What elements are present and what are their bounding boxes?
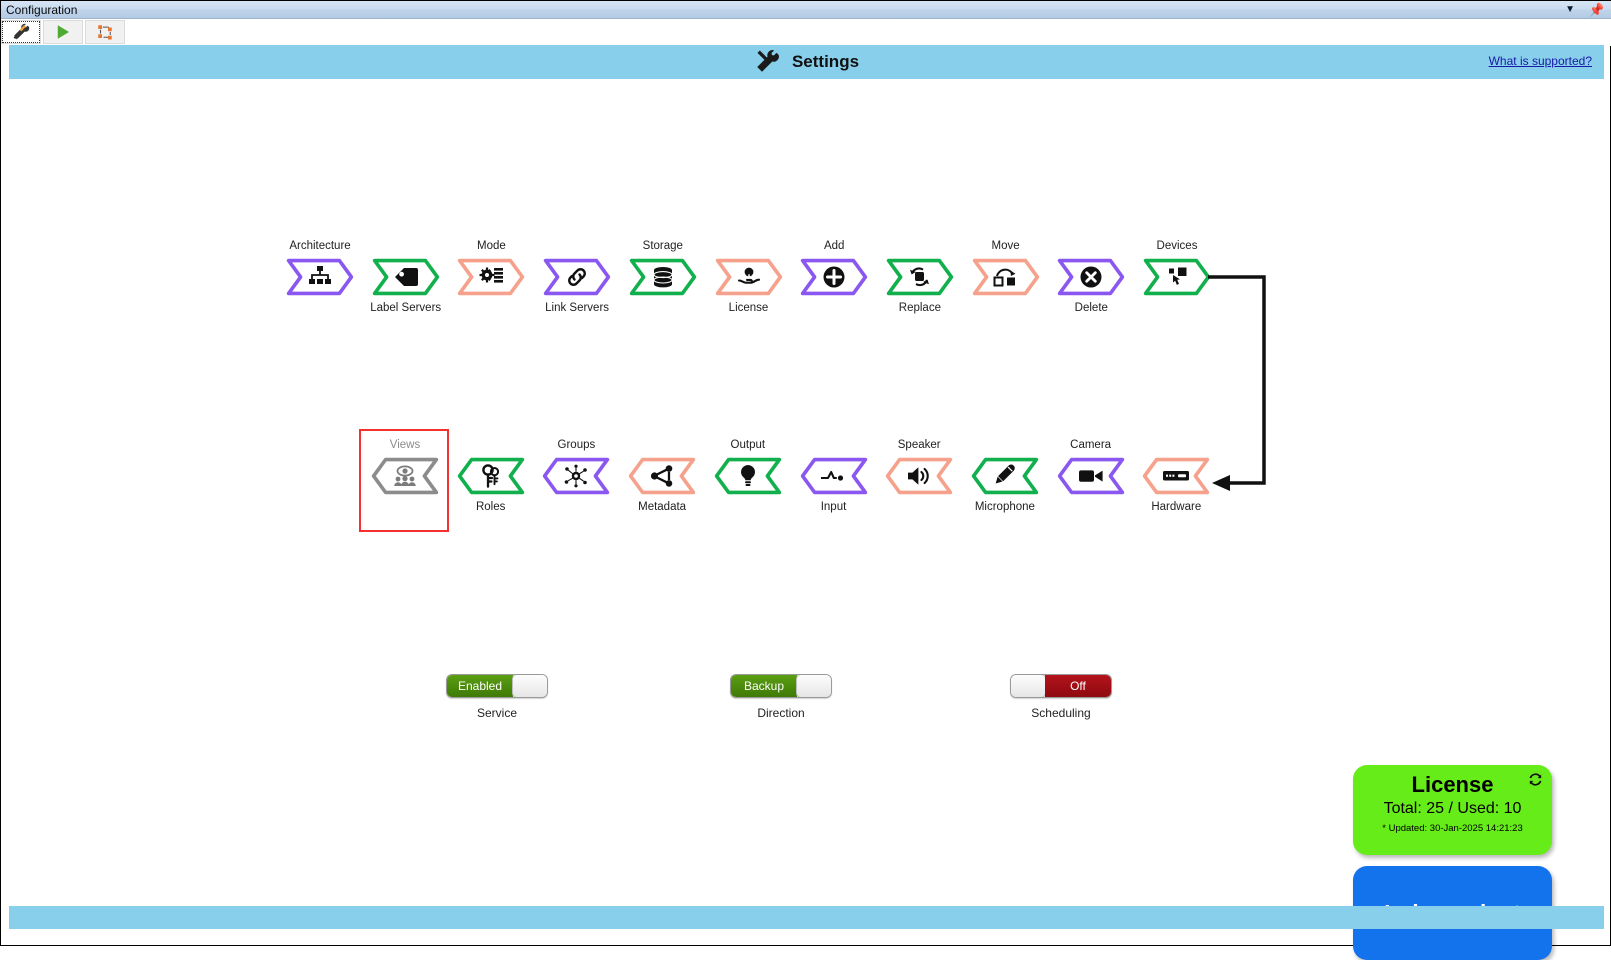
tile-chevron-shape <box>1055 256 1127 298</box>
tile-chevron-shape <box>370 256 442 298</box>
arrow-left-icon <box>1212 475 1230 491</box>
tile-chevron-shape <box>713 256 785 298</box>
tile-label: Microphone <box>974 501 1035 513</box>
service-toggle-knob[interactable] <box>512 675 547 697</box>
direction-toggle-caption: Direction <box>757 706 805 720</box>
tile-chevron-shape <box>455 256 527 298</box>
tile-label: Label Servers <box>370 302 442 314</box>
scheduling-toggle-group: Off Scheduling <box>991 674 1131 720</box>
tile-label: Camera <box>1070 439 1112 451</box>
settings-canvas: Architecture Label Servers Mode Link Server… <box>1 79 1610 960</box>
tile-chevron-shape <box>626 455 698 497</box>
workflow-button[interactable] <box>85 20 125 44</box>
tile-label: License <box>728 302 769 314</box>
tile-label: Devices <box>1156 240 1198 252</box>
tile-label: Architecture <box>289 240 351 252</box>
main-toolbar <box>1 19 1611 46</box>
license-badge[interactable]: License Total: 25 / Used: 10 * Updated: … <box>1353 765 1552 855</box>
tile-label: Add <box>823 240 845 252</box>
tile-chevron-shape <box>969 455 1041 497</box>
scheduling-toggle[interactable]: Off <box>1010 674 1112 698</box>
service-toggle[interactable]: Enabled <box>446 674 548 698</box>
tile-chevron-shape <box>884 256 956 298</box>
tile-chevron-shape <box>540 455 612 497</box>
service-toggle-value: Enabled <box>447 675 513 697</box>
run-button[interactable] <box>43 20 83 44</box>
scheduling-toggle-value: Off <box>1045 675 1111 697</box>
tile-label: Roles <box>475 501 506 513</box>
tile-label: Mode <box>477 240 506 252</box>
tile-label: Input <box>820 501 847 513</box>
tile-label: Delete <box>1074 302 1108 314</box>
scheduling-toggle-knob[interactable] <box>1011 675 1046 697</box>
refresh-icon[interactable] <box>1527 771 1544 793</box>
settings-tool-button[interactable] <box>1 20 41 44</box>
tile-label: Move <box>991 240 1020 252</box>
pin-icon[interactable]: 📌 <box>1589 1 1604 18</box>
tile-chevron-shape <box>1055 455 1127 497</box>
service-toggle-caption: Service <box>476 706 517 720</box>
views-selection-box <box>359 429 449 532</box>
tile-chevron-shape <box>883 455 955 497</box>
devices-to-hardware-connector <box>1206 269 1286 499</box>
tile-chevron-shape <box>712 455 784 497</box>
tile-label: Metadata <box>638 501 687 513</box>
scheduling-toggle-caption: Scheduling <box>1031 706 1091 720</box>
license-updated: * Updated: 30-Jan-2025 14:21:23 <box>1382 823 1523 834</box>
window-title-bar-controls: ▼ 📌 <box>1565 1 1611 18</box>
tile-chevron-shape <box>284 256 356 298</box>
tile-label: Hardware <box>1151 501 1202 513</box>
flow-diagram-icon <box>98 25 112 40</box>
tile-chevron-shape <box>455 455 527 497</box>
direction-toggle-group: Backup Direction <box>711 674 851 720</box>
tile-chevron-shape <box>798 455 870 497</box>
tile-chevron-shape <box>541 256 613 298</box>
tile-label: Storage <box>642 240 683 252</box>
chevron-down-icon[interactable]: ▼ <box>1565 3 1576 15</box>
tile-label: Groups <box>557 439 596 451</box>
window-title: Configuration <box>6 2 78 17</box>
tile-label: Output <box>730 439 766 451</box>
tile-label: Replace <box>898 302 941 314</box>
page-title: Settings <box>791 52 860 71</box>
tile-chevron-shape <box>369 455 441 497</box>
window-title-bar: Configuration ▼ 📌 <box>1 1 1611 19</box>
service-toggle-group: Enabled Service <box>427 674 567 720</box>
tile-chevron-shape <box>1141 256 1213 298</box>
direction-toggle-knob[interactable] <box>796 675 831 697</box>
tile-chevron-shape <box>627 256 699 298</box>
tile-label: Views <box>389 439 421 451</box>
play-triangle-icon <box>57 25 69 39</box>
direction-toggle[interactable]: Backup <box>730 674 832 698</box>
wrench-screwdriver-icon <box>13 23 30 40</box>
direction-toggle-value: Backup <box>731 675 797 697</box>
license-title: License <box>1411 772 1494 797</box>
license-summary: Total: 25 / Used: 10 <box>1383 800 1522 817</box>
settings-header-band: Settings What is supported? <box>9 45 1604 79</box>
wrench-screwdriver-icon <box>757 50 779 72</box>
what-is-supported-link[interactable]: What is supported? <box>1488 54 1592 68</box>
tile-chevron-shape <box>1140 455 1212 497</box>
tile-label: Speaker <box>897 439 941 451</box>
status-band <box>9 906 1604 929</box>
tile-chevron-shape <box>970 256 1042 298</box>
tile-label: Link Servers <box>545 302 610 314</box>
tile-chevron-shape <box>798 256 870 298</box>
